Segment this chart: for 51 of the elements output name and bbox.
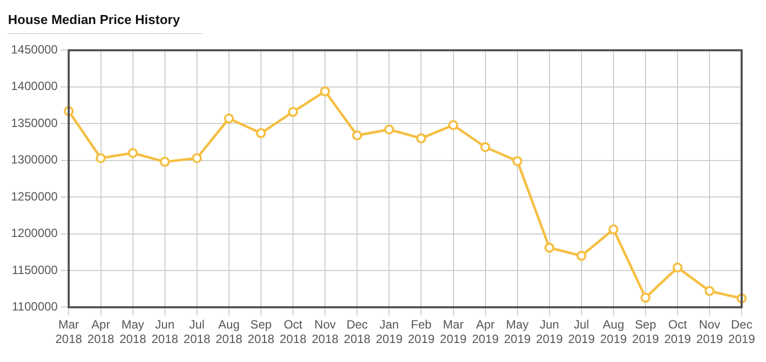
point — [480, 142, 490, 152]
x-tick-label: Nov 2018 — [312, 318, 339, 346]
x-tick-label: Aug 2019 — [600, 318, 628, 346]
point — [96, 153, 106, 164]
point — [672, 262, 683, 273]
y-tick-label: 1150000 — [12, 262, 58, 277]
y-tick-label: 1400000 — [11, 79, 58, 94]
x-tick-label: Jun 2018 — [152, 318, 179, 346]
point — [128, 148, 138, 158]
point — [352, 130, 362, 140]
x-tick-label: Oct 2019 — [664, 318, 692, 346]
y-tick-label: 1300000 — [11, 152, 58, 167]
y-tick-label: 1100000 — [12, 300, 58, 314]
point — [416, 133, 426, 144]
x-tick-label: Mar 2018 — [55, 318, 82, 346]
point — [256, 128, 266, 138]
y-tick-label: 1450000 — [11, 42, 58, 57]
x-tick-label: Jun 2019 — [536, 318, 564, 346]
point — [544, 242, 554, 253]
x-tick-label: May 2018 — [119, 318, 146, 346]
x-tick-label: Dec 2019 — [728, 318, 756, 346]
x-tick-label: Jan 2019 — [376, 318, 403, 346]
point — [320, 86, 330, 96]
x-tick-label: Jul 2018 — [184, 318, 211, 346]
x-tick-label: Apr 2019 — [472, 318, 499, 346]
y-tick-label: 1350000 — [11, 116, 58, 130]
chart-title: House Median Price History — [8, 8, 203, 34]
point — [224, 113, 234, 124]
point — [448, 120, 458, 130]
x-tick-label: Apr 2018 — [87, 318, 114, 346]
point — [192, 153, 202, 164]
x-tick-label: Aug 2018 — [216, 318, 243, 346]
x-tick-label: Sep 2018 — [248, 318, 275, 346]
point — [608, 224, 618, 234]
x-tick-label: Mar 2019 — [440, 318, 467, 346]
x-tick-label: Jul 2019 — [568, 318, 596, 346]
point — [288, 106, 298, 117]
point — [160, 156, 170, 167]
x-tick-label: Dec 2018 — [344, 318, 371, 346]
y-tick-label: 1250000 — [11, 189, 58, 204]
point — [640, 292, 651, 303]
y-tick-label: 1200000 — [11, 226, 58, 240]
point — [576, 250, 586, 261]
point — [384, 124, 394, 135]
x-tick-label: Sep 2019 — [632, 318, 660, 346]
x-tick-label: May 2019 — [504, 318, 532, 346]
point — [704, 286, 715, 296]
x-tick-label: Oct 2018 — [280, 318, 307, 346]
x-tick-label: Feb 2019 — [408, 318, 435, 346]
x-tick-label: Nov 2019 — [696, 318, 724, 346]
point — [512, 156, 522, 166]
